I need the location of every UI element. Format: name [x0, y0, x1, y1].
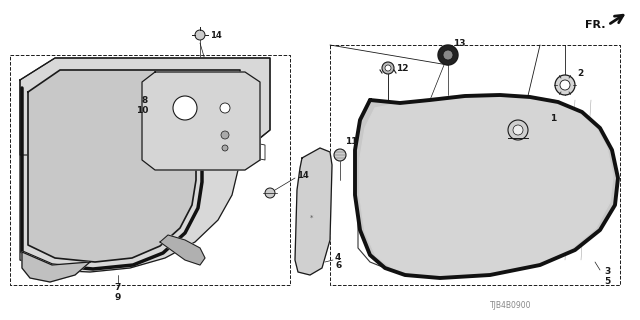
Polygon shape [20, 58, 270, 272]
Circle shape [560, 80, 570, 90]
Text: 6: 6 [335, 261, 341, 270]
Polygon shape [295, 148, 332, 275]
Text: 2: 2 [577, 68, 583, 77]
Text: 13: 13 [453, 38, 465, 47]
Polygon shape [28, 70, 240, 262]
Polygon shape [355, 95, 618, 278]
Circle shape [195, 30, 205, 40]
Text: 9: 9 [115, 292, 121, 301]
Circle shape [265, 188, 275, 198]
Circle shape [385, 65, 391, 71]
Circle shape [221, 131, 229, 139]
Text: 14: 14 [210, 30, 221, 39]
Text: FR.: FR. [585, 20, 605, 30]
Text: 11: 11 [345, 137, 358, 146]
Text: 12: 12 [396, 63, 408, 73]
Text: 10: 10 [136, 106, 148, 115]
Polygon shape [360, 94, 613, 277]
Polygon shape [22, 252, 90, 282]
Text: *: * [310, 215, 314, 221]
Text: 7: 7 [115, 284, 121, 292]
Circle shape [222, 145, 228, 151]
Text: 1: 1 [550, 114, 556, 123]
Text: 8: 8 [141, 95, 148, 105]
Circle shape [555, 75, 575, 95]
Polygon shape [160, 235, 205, 265]
Circle shape [443, 50, 453, 60]
Circle shape [173, 96, 197, 120]
Text: 5: 5 [604, 276, 611, 285]
Text: TJB4B0900: TJB4B0900 [490, 301, 531, 310]
Circle shape [220, 103, 230, 113]
Text: 3: 3 [604, 268, 611, 276]
Circle shape [508, 120, 528, 140]
Polygon shape [20, 58, 270, 155]
Text: 14: 14 [297, 171, 308, 180]
Circle shape [334, 149, 346, 161]
Polygon shape [142, 72, 260, 170]
Circle shape [438, 45, 458, 65]
Text: 4: 4 [335, 252, 341, 261]
Circle shape [513, 125, 523, 135]
Circle shape [382, 62, 394, 74]
